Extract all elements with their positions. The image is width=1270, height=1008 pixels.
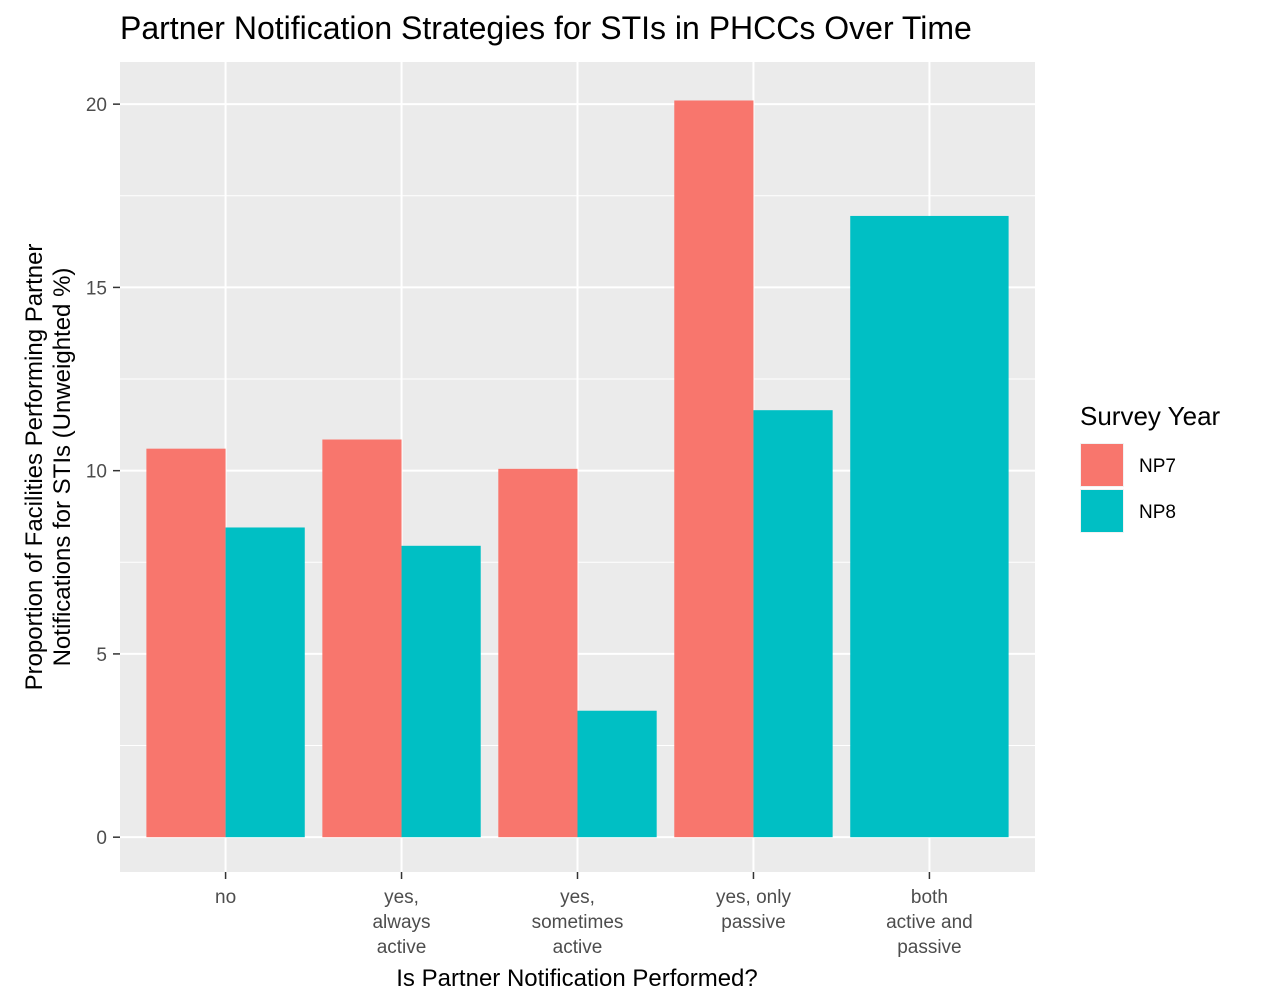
chart-title: Partner Notification Strategies for STIs… xyxy=(120,10,972,46)
y-tick-label: 5 xyxy=(96,645,107,666)
x-axis: no yes, always active yes, sometimes active yes… xyxy=(215,872,973,958)
legend-swatch-np7 xyxy=(1081,444,1123,486)
bar-np7 xyxy=(322,439,402,838)
legend-label-np7: NP7 xyxy=(1139,456,1176,477)
bar-np7 xyxy=(674,100,754,838)
legend-label-np8: NP8 xyxy=(1139,502,1176,523)
y-tick-label: 10 xyxy=(86,462,107,483)
bar-np8 xyxy=(225,527,305,838)
bar-np8 xyxy=(577,710,657,838)
x-tick-label: yes, sometimes active xyxy=(532,887,624,958)
bar-np8 xyxy=(753,410,833,838)
x-tick-label: no xyxy=(215,887,236,908)
bar-np7 xyxy=(498,468,578,838)
bar-np8 xyxy=(850,215,1009,838)
y-tick-label: 0 xyxy=(96,828,107,849)
x-axis-title: Is Partner Notification Performed? xyxy=(396,965,758,992)
bar-np7 xyxy=(146,448,226,838)
bar-np8 xyxy=(401,545,481,838)
legend: Survey Year NP7 NP8 xyxy=(1080,401,1221,533)
legend-swatch-np8 xyxy=(1081,490,1123,532)
bars xyxy=(146,100,1009,838)
legend-title: Survey Year xyxy=(1080,401,1221,431)
y-axis-title: Proportion of Facilities Performing Part… xyxy=(21,244,76,691)
x-tick-label: yes, always active xyxy=(372,887,430,958)
y-axis: 0 5 10 15 20 xyxy=(86,95,120,849)
x-tick-label: yes, only passive xyxy=(716,887,791,933)
y-tick-label: 15 xyxy=(86,278,107,299)
x-tick-label: both active and passive xyxy=(886,887,973,958)
y-tick-label: 20 xyxy=(86,95,107,116)
